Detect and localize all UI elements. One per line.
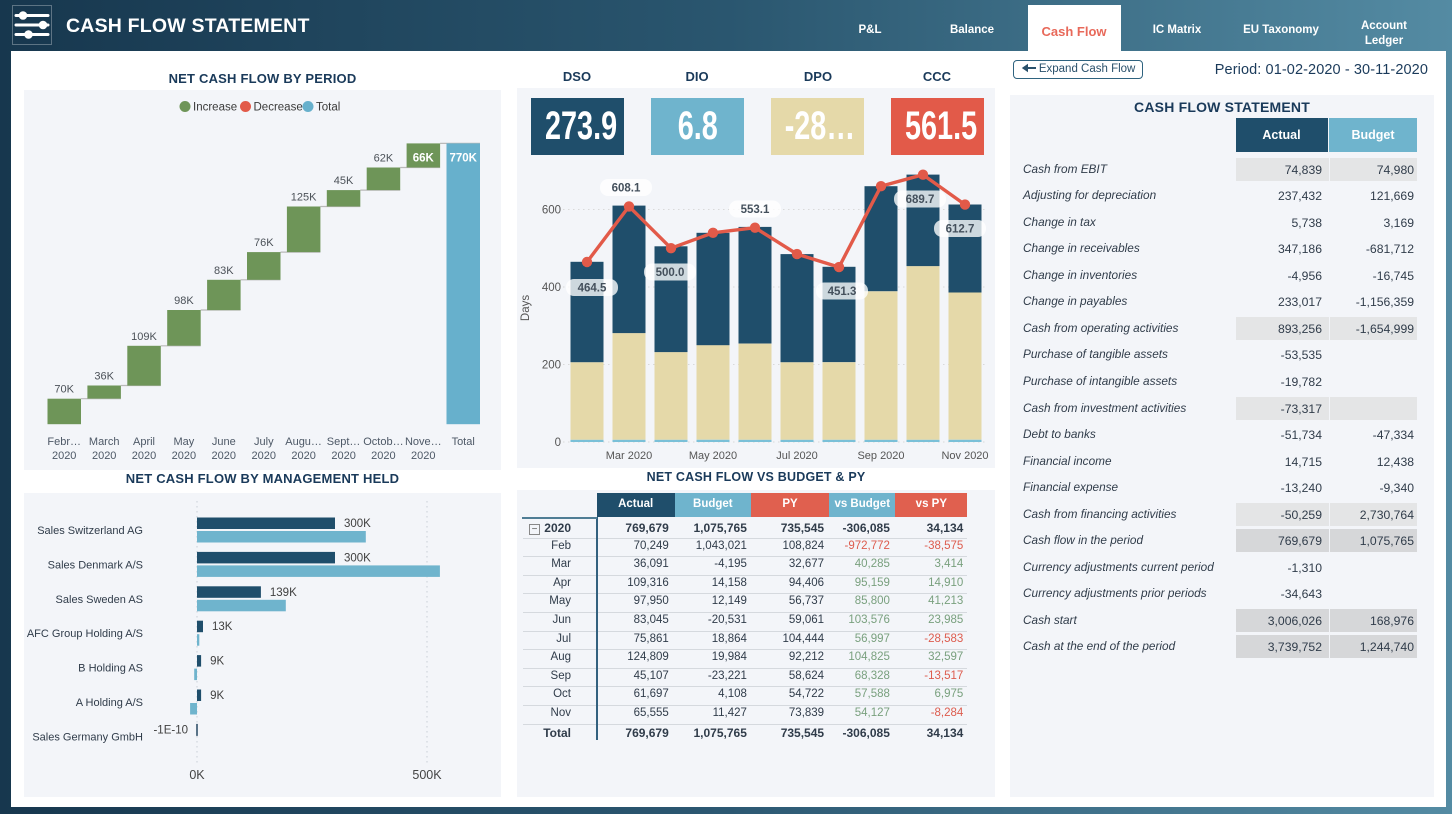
svg-text:13K: 13K (212, 621, 233, 633)
svg-text:2020: 2020 (371, 450, 395, 462)
svg-text:689.7: 689.7 (906, 194, 935, 206)
svg-text:500.0: 500.0 (656, 267, 685, 279)
svg-text:62K: 62K (374, 153, 394, 165)
svg-text:AFC Group Holding A/S: AFC Group Holding A/S (27, 628, 143, 640)
svg-text:Sept…: Sept… (327, 436, 361, 448)
svg-text:612.7: 612.7 (946, 224, 975, 236)
svg-text:2020: 2020 (331, 450, 355, 462)
svg-text:May: May (174, 436, 195, 448)
svg-text:June: June (212, 436, 236, 448)
svg-text:July: July (254, 436, 274, 448)
svg-text:300K: 300K (344, 552, 371, 564)
svg-text:Sales Switzerland AG: Sales Switzerland AG (37, 525, 143, 537)
svg-text:9K: 9K (210, 656, 224, 668)
svg-text:9K: 9K (210, 690, 224, 702)
svg-text:608.1: 608.1 (612, 183, 641, 195)
svg-text:451.3: 451.3 (828, 286, 857, 298)
svg-text:March: March (89, 436, 120, 448)
svg-text:Febr…: Febr… (47, 436, 81, 448)
svg-text:April: April (133, 436, 155, 448)
svg-text:Jul 2020: Jul 2020 (776, 450, 818, 462)
svg-text:36K: 36K (94, 371, 114, 383)
svg-text:2020: 2020 (252, 450, 276, 462)
svg-text:Octob…: Octob… (363, 436, 403, 448)
svg-text:200: 200 (542, 360, 561, 372)
svg-text:Total: Total (316, 102, 340, 114)
svg-text:Nov 2020: Nov 2020 (941, 450, 988, 462)
svg-text:553.1: 553.1 (741, 204, 770, 216)
svg-text:B Holding AS: B Holding AS (78, 663, 143, 675)
svg-text:Mar 2020: Mar 2020 (606, 450, 652, 462)
svg-text:Sales Germany GmbH: Sales Germany GmbH (32, 731, 143, 743)
svg-text:Sep 2020: Sep 2020 (857, 450, 904, 462)
svg-text:2020: 2020 (92, 450, 116, 462)
svg-text:-1E-10: -1E-10 (153, 724, 188, 736)
svg-text:109K: 109K (131, 331, 157, 343)
svg-text:2020: 2020 (411, 450, 435, 462)
svg-text:Nove…: Nove… (405, 436, 442, 448)
svg-text:70K: 70K (54, 384, 74, 396)
svg-text:Total: Total (452, 436, 475, 448)
svg-text:600: 600 (542, 205, 561, 217)
svg-text:2020: 2020 (212, 450, 236, 462)
svg-text:2020: 2020 (132, 450, 156, 462)
svg-text:May 2020: May 2020 (689, 450, 737, 462)
svg-text:Sales Sweden AS: Sales Sweden AS (56, 594, 143, 606)
svg-text:83K: 83K (214, 265, 234, 277)
svg-text:98K: 98K (174, 295, 194, 307)
svg-text:2020: 2020 (52, 450, 76, 462)
svg-text:500K: 500K (412, 768, 442, 782)
svg-text:400: 400 (542, 282, 561, 294)
svg-text:2020: 2020 (291, 450, 315, 462)
svg-text:A Holding A/S: A Holding A/S (76, 697, 143, 709)
svg-text:0: 0 (555, 437, 561, 449)
svg-text:Augu…: Augu… (285, 436, 322, 448)
svg-text:464.5: 464.5 (578, 283, 607, 295)
svg-text:770K: 770K (449, 152, 477, 164)
svg-text:300K: 300K (344, 518, 371, 530)
svg-text:Increase: Increase (193, 102, 237, 114)
svg-text:0K: 0K (189, 768, 205, 782)
svg-text:Decrease: Decrease (254, 102, 303, 114)
svg-text:45K: 45K (334, 175, 354, 187)
svg-text:Sales Denmark A/S: Sales Denmark A/S (48, 559, 143, 571)
svg-text:Days: Days (520, 295, 532, 321)
svg-text:76K: 76K (254, 237, 274, 249)
svg-text:125K: 125K (291, 192, 317, 204)
svg-text:66K: 66K (413, 152, 435, 164)
svg-text:139K: 139K (270, 587, 297, 599)
svg-text:2020: 2020 (172, 450, 196, 462)
